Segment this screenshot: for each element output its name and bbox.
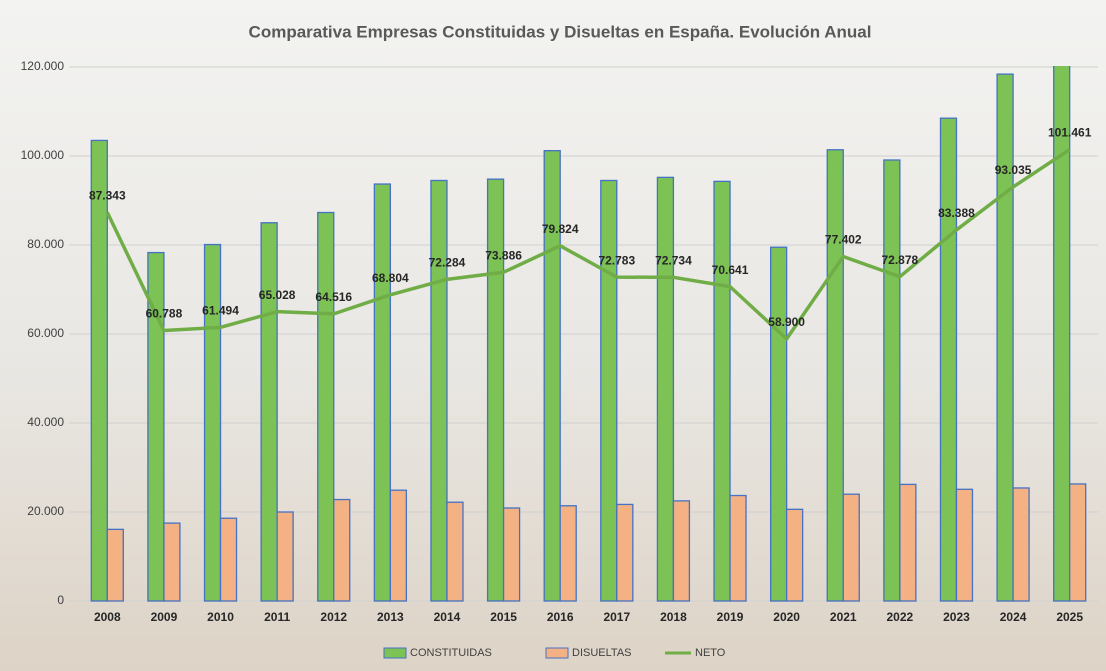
data-label: 83.388 [938, 206, 975, 220]
bar [504, 508, 520, 601]
x-tick-label: 2024 [1000, 610, 1027, 624]
x-tick-label: 2015 [490, 610, 517, 624]
bar [617, 504, 633, 601]
bar [1070, 484, 1086, 601]
bar [277, 512, 293, 601]
bar [843, 494, 859, 601]
data-label: 72.284 [429, 256, 466, 270]
y-tick-label: 60.000 [27, 326, 64, 340]
y-tick-label: 100.000 [21, 148, 65, 162]
data-label: 73.886 [485, 248, 522, 262]
chart-title: Comparativa Empresas Constituidas y Disu… [249, 22, 872, 41]
data-label: 61.494 [202, 304, 239, 318]
x-tick-label: 2009 [151, 610, 178, 624]
bar [91, 140, 107, 601]
data-label: 79.824 [542, 222, 579, 236]
x-tick-label: 2020 [773, 610, 800, 624]
chart: Comparativa Empresas Constituidas y Disu… [0, 0, 1106, 671]
bar [390, 490, 406, 601]
data-label: 68.804 [372, 271, 409, 285]
bar [884, 160, 900, 601]
bar [374, 184, 390, 601]
x-tick-label: 2011 [264, 610, 290, 624]
x-tick-label: 2018 [660, 610, 687, 624]
x-tick-label: 2022 [887, 610, 914, 624]
data-label: 93.035 [995, 163, 1032, 177]
bar [827, 150, 843, 601]
x-tick-label: 2014 [434, 610, 461, 624]
x-tick-label: 2012 [320, 610, 347, 624]
bar [771, 247, 787, 601]
bar [900, 484, 916, 601]
data-label: 60.788 [146, 307, 183, 321]
data-label: 65.028 [259, 288, 296, 302]
legend-label: NETO [695, 647, 726, 659]
x-tick-label: 2017 [603, 610, 630, 624]
bar [488, 179, 504, 601]
bar [1013, 488, 1029, 601]
bar [601, 180, 617, 601]
x-tick-label: 2021 [830, 610, 857, 624]
x-tick-label: 2019 [717, 610, 744, 624]
y-tick-label: 20.000 [27, 504, 64, 518]
bar [544, 151, 560, 601]
data-label: 72.783 [598, 253, 635, 267]
bar [673, 501, 689, 601]
bar [940, 118, 956, 601]
y-tick-label: 40.000 [27, 415, 64, 429]
data-label: 70.641 [712, 263, 749, 277]
data-label: 64.516 [315, 290, 352, 304]
bar [1054, 32, 1070, 601]
bar [657, 177, 673, 601]
bar [997, 74, 1013, 601]
bar [334, 500, 350, 601]
data-label: 58.900 [768, 315, 805, 329]
y-tick-label: 0 [57, 593, 64, 607]
bar [560, 506, 576, 601]
legend-swatch [384, 648, 406, 658]
bar [787, 509, 803, 601]
bar [730, 496, 746, 601]
data-label: 87.343 [89, 188, 126, 202]
y-tick-label: 80.000 [27, 237, 64, 251]
legend-swatch [546, 648, 568, 658]
x-tick-label: 2023 [943, 610, 970, 624]
data-label: 72.734 [655, 254, 692, 268]
y-tick-label: 120.000 [21, 59, 65, 73]
x-tick-label: 2016 [547, 610, 574, 624]
bar [164, 523, 180, 601]
bar [447, 502, 463, 601]
legend-label: DISUELTAS [572, 647, 632, 659]
bar [956, 489, 972, 601]
data-label: 77.402 [825, 233, 862, 247]
bar [431, 180, 447, 601]
bar [107, 529, 123, 601]
x-tick-label: 2013 [377, 610, 404, 624]
x-tick-label: 2010 [207, 610, 234, 624]
bar [318, 213, 334, 601]
bar [261, 223, 277, 601]
bar [205, 245, 221, 601]
data-label: 72.878 [882, 253, 919, 267]
bar [221, 518, 237, 601]
bar [714, 181, 730, 601]
x-tick-label: 2025 [1056, 610, 1083, 624]
data-label: 101.461 [1048, 126, 1092, 140]
legend-label: CONSTITUIDAS [410, 647, 492, 659]
x-tick-label: 2008 [94, 610, 121, 624]
